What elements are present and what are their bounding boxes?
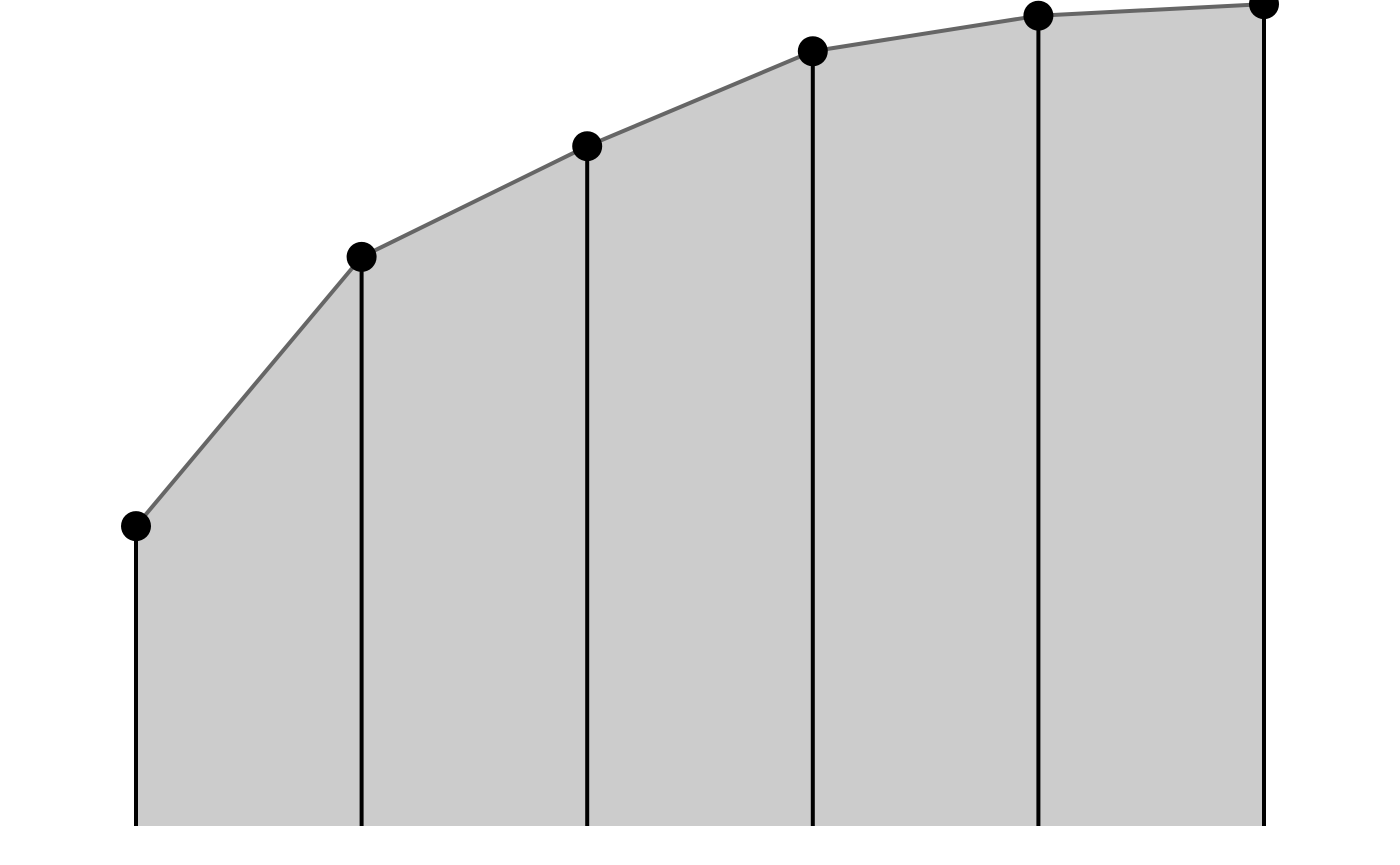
line-layer — [134, 2, 1265, 528]
data-point-2 — [346, 241, 377, 272]
data-point-1 — [121, 511, 151, 542]
series-line — [134, 2, 1265, 528]
area-layer — [136, 4, 1264, 826]
data-point-3 — [572, 131, 603, 162]
data-point-6 — [1249, 0, 1279, 20]
area-fill — [136, 4, 1264, 826]
data-point-5 — [1023, 0, 1054, 31]
marker-layer — [121, 0, 1279, 542]
stem-layer — [134, 4, 1266, 826]
data-point-4 — [797, 36, 828, 67]
